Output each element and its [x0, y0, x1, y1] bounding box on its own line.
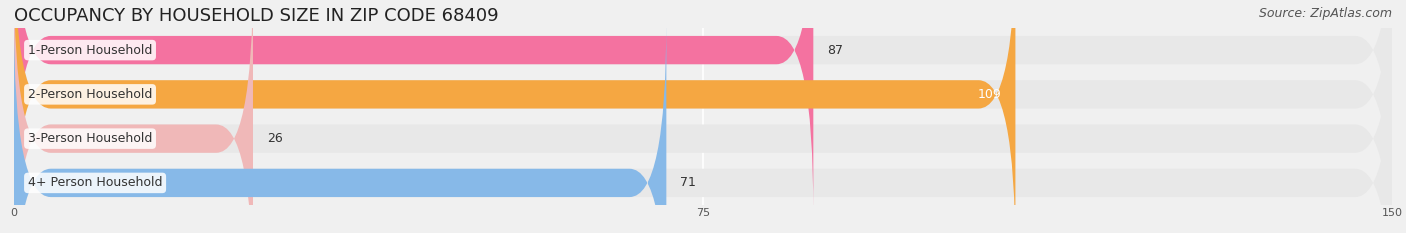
FancyBboxPatch shape — [14, 0, 1015, 233]
Text: 87: 87 — [827, 44, 844, 57]
FancyBboxPatch shape — [14, 0, 1392, 213]
FancyBboxPatch shape — [14, 20, 666, 233]
Text: 71: 71 — [681, 176, 696, 189]
Text: Source: ZipAtlas.com: Source: ZipAtlas.com — [1258, 7, 1392, 20]
Text: 1-Person Household: 1-Person Household — [28, 44, 152, 57]
Text: 3-Person Household: 3-Person Household — [28, 132, 152, 145]
FancyBboxPatch shape — [14, 0, 813, 213]
FancyBboxPatch shape — [14, 0, 1392, 233]
Text: 2-Person Household: 2-Person Household — [28, 88, 152, 101]
FancyBboxPatch shape — [14, 20, 1392, 233]
Text: 26: 26 — [267, 132, 283, 145]
Text: 109: 109 — [977, 88, 1001, 101]
FancyBboxPatch shape — [14, 0, 253, 233]
FancyBboxPatch shape — [14, 0, 1392, 233]
Text: 4+ Person Household: 4+ Person Household — [28, 176, 162, 189]
Text: OCCUPANCY BY HOUSEHOLD SIZE IN ZIP CODE 68409: OCCUPANCY BY HOUSEHOLD SIZE IN ZIP CODE … — [14, 7, 499, 25]
